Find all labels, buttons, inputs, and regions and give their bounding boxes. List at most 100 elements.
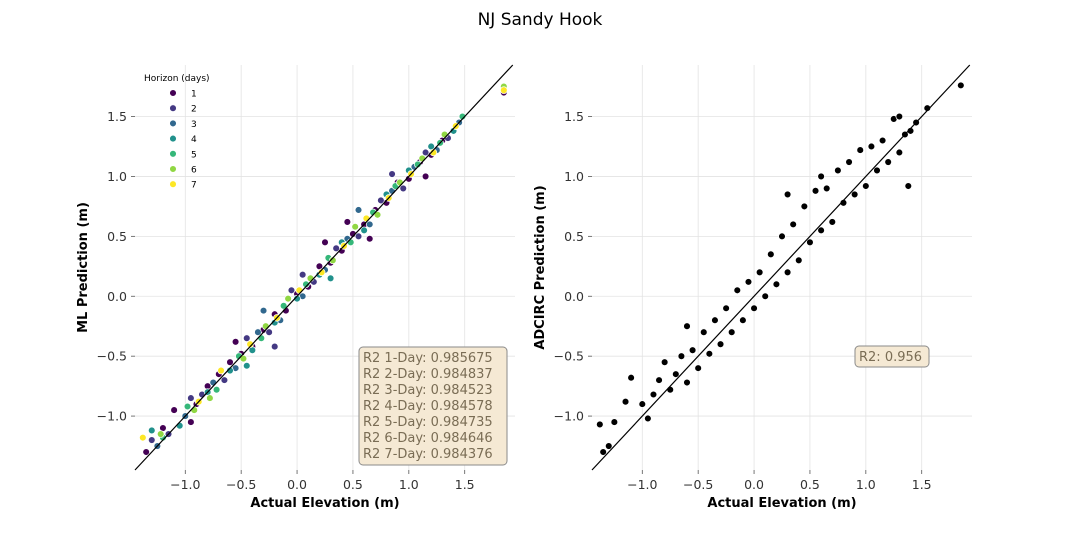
ml-data-point (148, 436, 156, 444)
adcirc-identity-line (591, 64, 971, 471)
ml-data-point (220, 376, 229, 384)
adcirc-data-point (610, 418, 619, 426)
adcirc-data-point (783, 268, 792, 277)
adcirc-data-point (850, 190, 859, 199)
adcirc-data-point (649, 390, 658, 399)
ml-data-point (306, 274, 315, 283)
ml-data-point (365, 220, 374, 229)
ml-data-point (170, 406, 178, 414)
adcirc-data-point (694, 364, 702, 372)
ml-legend: Horizon (days) 1 2 3 4 5 6 7 (144, 74, 210, 191)
ml-data-point (262, 322, 270, 330)
adcirc-data-point (839, 199, 848, 207)
adcirc-x-axis-label: Actual Elevation (m) (707, 496, 856, 511)
ml-data-point (243, 334, 251, 342)
adcirc-xtick-label: −0.5 (683, 477, 713, 492)
adcirc-data-point (605, 442, 613, 450)
adcirc-data-point (599, 448, 607, 456)
ml-data-point (139, 433, 147, 442)
adcirc-data-point (767, 250, 775, 259)
adcirc-data-point (772, 280, 781, 289)
legend-marker (169, 150, 177, 158)
ml-scatter-points (139, 82, 508, 456)
ml-data-point (346, 238, 355, 247)
ml-data-point (259, 306, 268, 315)
adcirc-data-point (800, 202, 809, 211)
ml-xtick-label: 0.5 (343, 477, 363, 492)
adcirc-data-point (895, 148, 904, 157)
adcirc-data-point (957, 81, 965, 90)
r2-text: R2 2-Day: 0.984837 (363, 367, 493, 382)
ml-identity-line (134, 64, 514, 471)
adcirc-data-point (822, 184, 831, 193)
ml-data-point (287, 286, 296, 295)
adcirc-data-point (923, 104, 932, 112)
adcirc-data-point (867, 142, 876, 151)
adcirc-data-point (716, 340, 725, 348)
ml-data-point (206, 394, 214, 402)
adcirc-data-point (817, 226, 825, 235)
adcirc-data-point (677, 352, 686, 360)
ml-data-point (317, 268, 326, 277)
adcirc-data-point (750, 304, 758, 312)
ml-data-point (293, 294, 301, 303)
ml-data-point (226, 366, 234, 375)
legend-label: 7 (191, 181, 197, 191)
adcirc-data-point (783, 190, 792, 199)
adcirc-ytick-label: 0.0 (564, 289, 584, 304)
adcirc-data-point (906, 127, 915, 135)
adcirc-data-point (705, 350, 714, 358)
adcirc-data-point (655, 376, 663, 384)
adcirc-data-point (683, 378, 691, 387)
ml-data-point (458, 112, 467, 121)
ml-data-point (187, 394, 195, 402)
ml-data-point (500, 86, 508, 94)
ml-data-point (190, 406, 198, 414)
ml-data-point (354, 206, 363, 214)
adcirc-data-point (683, 322, 691, 330)
ml-data-point (183, 402, 192, 411)
r2-text: R2 5-Day: 0.984735 (363, 415, 493, 430)
ml-ytick-label: 0.5 (107, 229, 127, 244)
adcirc-data-point (878, 136, 887, 145)
legend-label: 4 (191, 135, 197, 145)
adcirc-data-point (904, 182, 913, 190)
ml-ytick-label: −1.0 (97, 409, 127, 424)
r2-text: R2 1-Day: 0.985675 (363, 351, 493, 366)
r2-text: R2 7-Day: 0.984376 (363, 447, 493, 462)
ml-data-point (284, 294, 292, 303)
adcirc-data-point (621, 397, 630, 406)
ml-data-point (142, 448, 150, 456)
ml-data-point (279, 302, 288, 310)
adcirc-y-axis-label: ADCIRC Prediction (m) (533, 185, 548, 349)
adcirc-data-point (817, 172, 825, 181)
ml-data-point (388, 170, 396, 178)
ml-data-point (231, 338, 240, 346)
ml-xtick-label: 1.0 (399, 477, 419, 492)
ml-data-point (187, 418, 195, 426)
legend-label: 1 (191, 90, 197, 100)
adcirc-data-point (834, 166, 842, 175)
adcirc-data-point (644, 414, 652, 423)
r2-text: R2 6-Day: 0.984646 (363, 431, 493, 446)
ml-data-point (298, 270, 307, 279)
ml-data-point (239, 354, 248, 363)
ml-data-point (148, 426, 156, 435)
adcirc-data-point (828, 218, 837, 226)
ml-data-point (399, 184, 407, 193)
ml-data-point (254, 328, 262, 336)
adcirc-data-point (727, 328, 736, 336)
adcirc-data-point (761, 292, 769, 301)
adcirc-prediction-panel: −1.0 −0.5 0.0 0.5 1.0 1.5 −1.0 −0.5 0.0 0.5 1.0 1.5… (533, 64, 972, 511)
adcirc-xtick-label: 0.5 (800, 477, 820, 492)
ml-data-point (226, 358, 234, 366)
adcirc-data-point (789, 220, 797, 229)
adcirc-data-point (856, 146, 864, 154)
ml-ytick-label: −0.5 (97, 349, 127, 364)
adcirc-scatter-points (596, 81, 965, 456)
legend-marker (169, 104, 177, 112)
ml-data-point (175, 421, 184, 430)
ml-data-point (421, 148, 430, 157)
ml-data-point (351, 223, 359, 231)
